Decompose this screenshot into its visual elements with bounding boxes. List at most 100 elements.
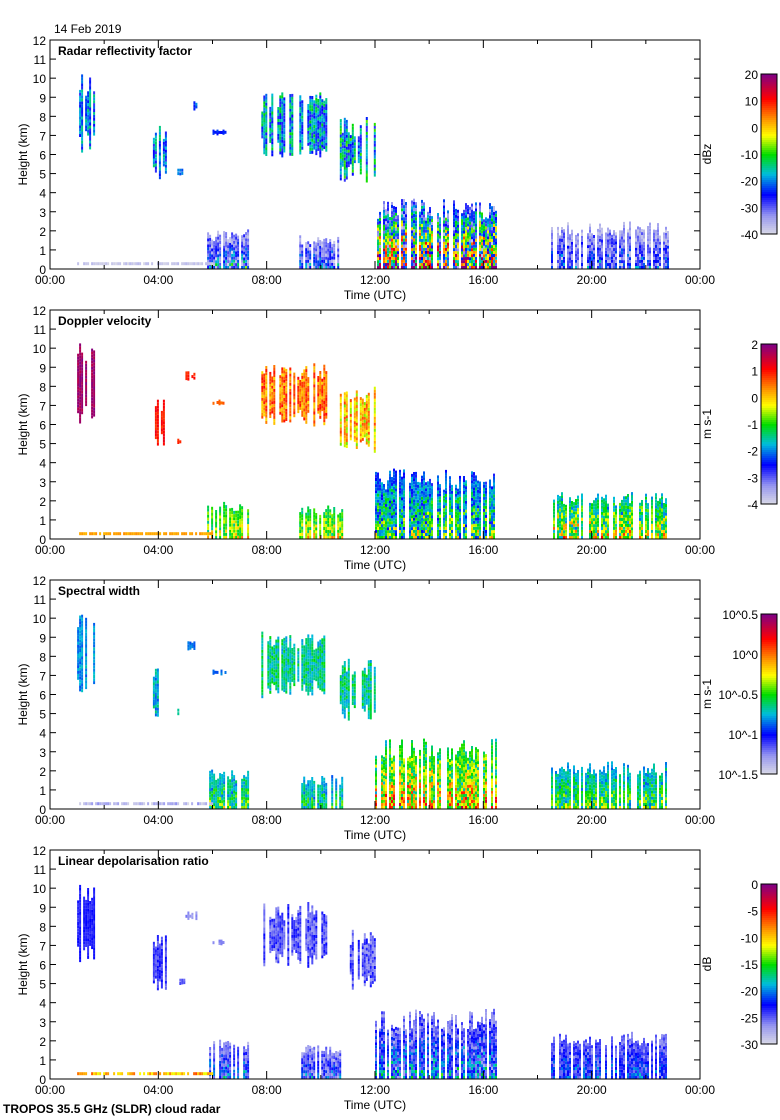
echo-cell (237, 523, 240, 527)
echo-cell (437, 484, 439, 488)
echo-cell (269, 139, 272, 143)
echo-cell (377, 218, 379, 222)
colorbar-cell (761, 194, 777, 196)
echo-cell (301, 532, 304, 536)
echo-cell (473, 214, 475, 218)
echo-cell (293, 384, 296, 388)
echo-cell (263, 379, 266, 383)
echo-cell (285, 414, 288, 418)
echo-cell (271, 391, 274, 395)
echo-cell (77, 262, 80, 266)
echo-cell (379, 533, 381, 536)
echo-cell (87, 117, 90, 121)
echo-cell (393, 209, 395, 213)
echo-cell (263, 107, 266, 111)
echo-cell (467, 266, 469, 269)
echo-cell (401, 256, 403, 260)
echo-cell (471, 477, 473, 481)
echo-cell (243, 237, 246, 241)
echo-cell (415, 490, 417, 494)
echo-cell (317, 123, 320, 127)
echo-cell (339, 433, 342, 437)
echo-cell (575, 266, 577, 269)
echo-cell (339, 530, 342, 534)
echo-cell (389, 518, 391, 522)
echo-cell (417, 536, 419, 539)
echo-cell (475, 241, 477, 245)
echo-cell (403, 478, 405, 482)
echo-cell (463, 251, 465, 255)
echo-cell (229, 520, 232, 524)
echo-cell (309, 247, 312, 251)
echo-cell (247, 524, 250, 528)
echo-cell (425, 512, 427, 516)
echo-cell (655, 238, 657, 242)
echo-cell (265, 378, 268, 382)
echo-cell (479, 241, 481, 245)
echo-cell (247, 247, 250, 251)
echo-cell (329, 524, 332, 528)
echo-cell (301, 526, 304, 530)
echo-cell (487, 248, 489, 252)
y-tick-label: 10 (33, 72, 47, 86)
echo-cell (449, 509, 451, 513)
echo-cell (387, 226, 389, 230)
echo-cell (301, 115, 304, 119)
echo-cell (211, 506, 214, 510)
echo-cell (387, 262, 389, 266)
colorbar-cell (761, 98, 777, 100)
echo-cell (431, 245, 433, 249)
echo-cell (343, 117, 346, 121)
echo-cell (154, 160, 157, 164)
echo-cell (193, 376, 196, 380)
echo-cell (333, 536, 336, 539)
echo-cell (351, 160, 354, 164)
echo-cell (355, 443, 358, 447)
echo-cell (154, 157, 157, 161)
echo-cell (339, 143, 342, 147)
echo-cell (581, 247, 583, 251)
echo-cell (659, 235, 661, 239)
echo-cell (613, 263, 615, 266)
echo-cell (379, 502, 381, 506)
echo-cell (353, 421, 356, 425)
echo-cell (305, 263, 308, 266)
echo-cell (154, 430, 157, 434)
echo-cell (207, 238, 210, 242)
echo-cell (359, 430, 362, 434)
echo-cell (281, 416, 284, 420)
echo-cell (471, 203, 473, 207)
echo-cell (461, 248, 463, 252)
echo-cell (389, 488, 391, 492)
echo-cell (597, 232, 599, 235)
echo-cell (413, 259, 415, 263)
echo-cell (325, 400, 328, 404)
echo-cell (391, 232, 393, 236)
echo-cell (311, 138, 314, 142)
echo-cell (309, 512, 312, 516)
colorbar-cell (761, 200, 777, 202)
echo-cell (469, 245, 471, 249)
colorbar-cell (761, 104, 777, 106)
echo-cell (299, 397, 302, 401)
echo-cell (419, 266, 421, 269)
echo-cell (561, 248, 563, 251)
echo-cell (351, 145, 354, 149)
echo-cell (465, 506, 467, 510)
echo-cell (271, 147, 274, 151)
echo-cell (427, 247, 429, 251)
echo-cell (349, 138, 352, 141)
echo-cell (443, 229, 445, 233)
echo-cell (577, 248, 579, 252)
echo-cell (413, 201, 415, 205)
echo-cell (365, 176, 368, 180)
echo-cell (483, 481, 485, 485)
echo-cell (325, 244, 328, 248)
echo-cell (449, 527, 451, 530)
echo-cell (489, 512, 491, 516)
echo-cell (391, 223, 393, 227)
echo-cell (323, 247, 326, 251)
echo-cell (621, 248, 623, 252)
echo-cell (601, 236, 603, 240)
echo-cell (222, 401, 225, 405)
